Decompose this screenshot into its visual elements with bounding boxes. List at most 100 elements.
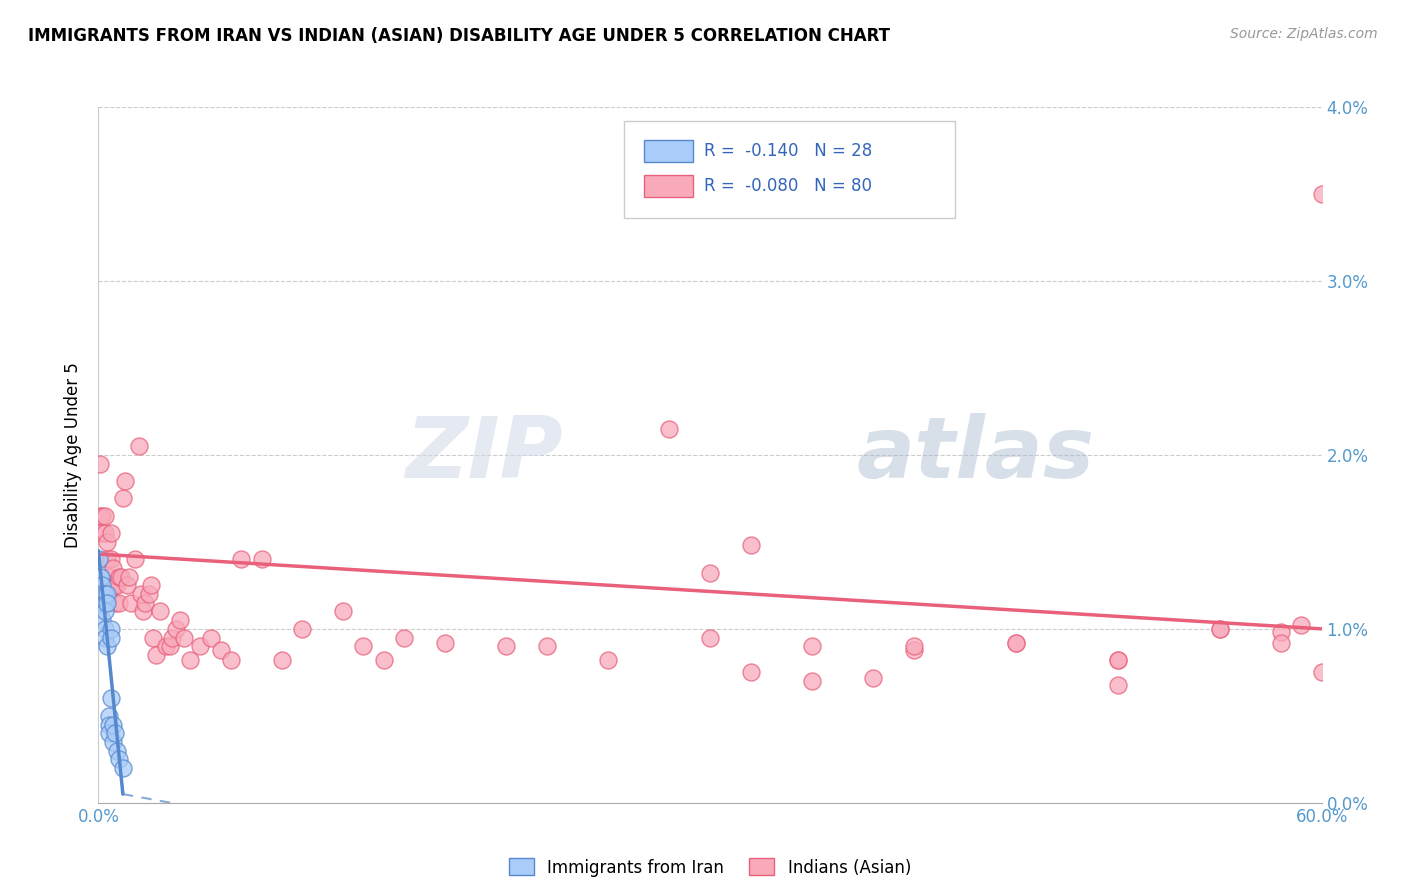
Point (373, 653, 395, 667)
Text: R =  -0.140   N = 28: R = -0.140 N = 28 (704, 142, 872, 160)
Text: IMMIGRANTS FROM IRAN VS INDIAN (ASIAN) DISABILITY AGE UNDER 5 CORRELATION CHART: IMMIGRANTS FROM IRAN VS INDIAN (ASIAN) D… (28, 27, 890, 45)
Text: ZIP: ZIP (405, 413, 564, 497)
Point (93, 622, 115, 636)
Point (134, 596, 156, 610)
Point (495, 639, 517, 653)
Point (270, 653, 294, 667)
Point (91, 587, 114, 601)
Point (219, 653, 242, 667)
Point (145, 648, 167, 662)
Point (699, 566, 721, 581)
Point (114, 474, 136, 488)
FancyBboxPatch shape (624, 121, 955, 219)
Point (179, 653, 201, 667)
Point (188, 639, 212, 653)
Point (173, 631, 195, 645)
Point (1209, 622, 1232, 636)
Point (93, 508, 115, 523)
Point (160, 631, 183, 645)
Point (332, 605, 354, 619)
Point (97, 570, 120, 584)
Point (111, 761, 134, 775)
Point (91, 613, 114, 627)
Point (91, 578, 114, 592)
Point (89, 570, 111, 584)
Point (1310, 186, 1333, 201)
Point (598, 653, 620, 667)
Point (101, 561, 124, 575)
Point (89, 552, 111, 566)
Point (801, 674, 824, 689)
Point (434, 636, 457, 650)
Point (105, 578, 128, 592)
Point (89, 508, 111, 523)
Point (93, 605, 115, 619)
Text: Source: ZipAtlas.com: Source: ZipAtlas.com (1230, 27, 1378, 41)
Point (740, 665, 762, 680)
Point (90, 570, 112, 584)
Point (392, 631, 416, 645)
Point (100, 631, 122, 645)
Point (1270, 636, 1292, 650)
Point (801, 639, 824, 653)
Point (97, 708, 120, 723)
Point (1310, 665, 1333, 680)
Point (536, 639, 558, 653)
Point (699, 631, 721, 645)
Y-axis label: Disability Age Under 5: Disability Age Under 5 (65, 362, 83, 548)
Point (149, 605, 172, 619)
Point (120, 596, 142, 610)
Point (165, 622, 187, 636)
Point (91, 508, 114, 523)
FancyBboxPatch shape (644, 175, 693, 197)
Point (101, 578, 124, 592)
Point (115, 578, 138, 592)
Point (104, 726, 127, 740)
Point (1107, 653, 1129, 667)
Point (89, 457, 111, 471)
Point (141, 578, 163, 592)
Point (129, 587, 152, 601)
Legend: Immigrants from Iran, Indians (Asian): Immigrants from Iran, Indians (Asian) (501, 850, 920, 885)
Point (1004, 636, 1026, 650)
Point (1107, 653, 1129, 667)
Point (200, 631, 222, 645)
Point (862, 671, 884, 685)
Point (108, 596, 131, 610)
Point (1270, 625, 1292, 640)
Point (91, 596, 114, 610)
Point (93, 596, 115, 610)
Point (740, 538, 762, 552)
Point (658, 422, 681, 436)
Point (250, 552, 273, 566)
Point (104, 578, 127, 592)
Point (155, 639, 177, 653)
Point (96, 535, 118, 549)
Text: R =  -0.080   N = 80: R = -0.080 N = 80 (704, 177, 872, 194)
Point (93, 631, 115, 645)
Point (93, 587, 115, 601)
Point (101, 717, 124, 731)
Point (105, 744, 128, 758)
Point (97, 587, 120, 601)
Text: atlas: atlas (856, 413, 1095, 497)
Point (100, 622, 122, 636)
Point (169, 613, 191, 627)
Point (110, 570, 132, 584)
Point (101, 735, 124, 749)
Point (231, 552, 253, 566)
Point (118, 570, 141, 584)
Point (903, 642, 925, 657)
Point (96, 552, 118, 566)
Point (1291, 618, 1313, 632)
Point (159, 639, 181, 653)
Point (128, 439, 150, 453)
Point (93, 526, 115, 541)
Point (96, 639, 118, 653)
Point (1107, 677, 1129, 691)
Point (138, 587, 160, 601)
Point (100, 552, 122, 566)
Point (97, 717, 120, 731)
Point (903, 639, 925, 653)
Point (291, 622, 314, 636)
